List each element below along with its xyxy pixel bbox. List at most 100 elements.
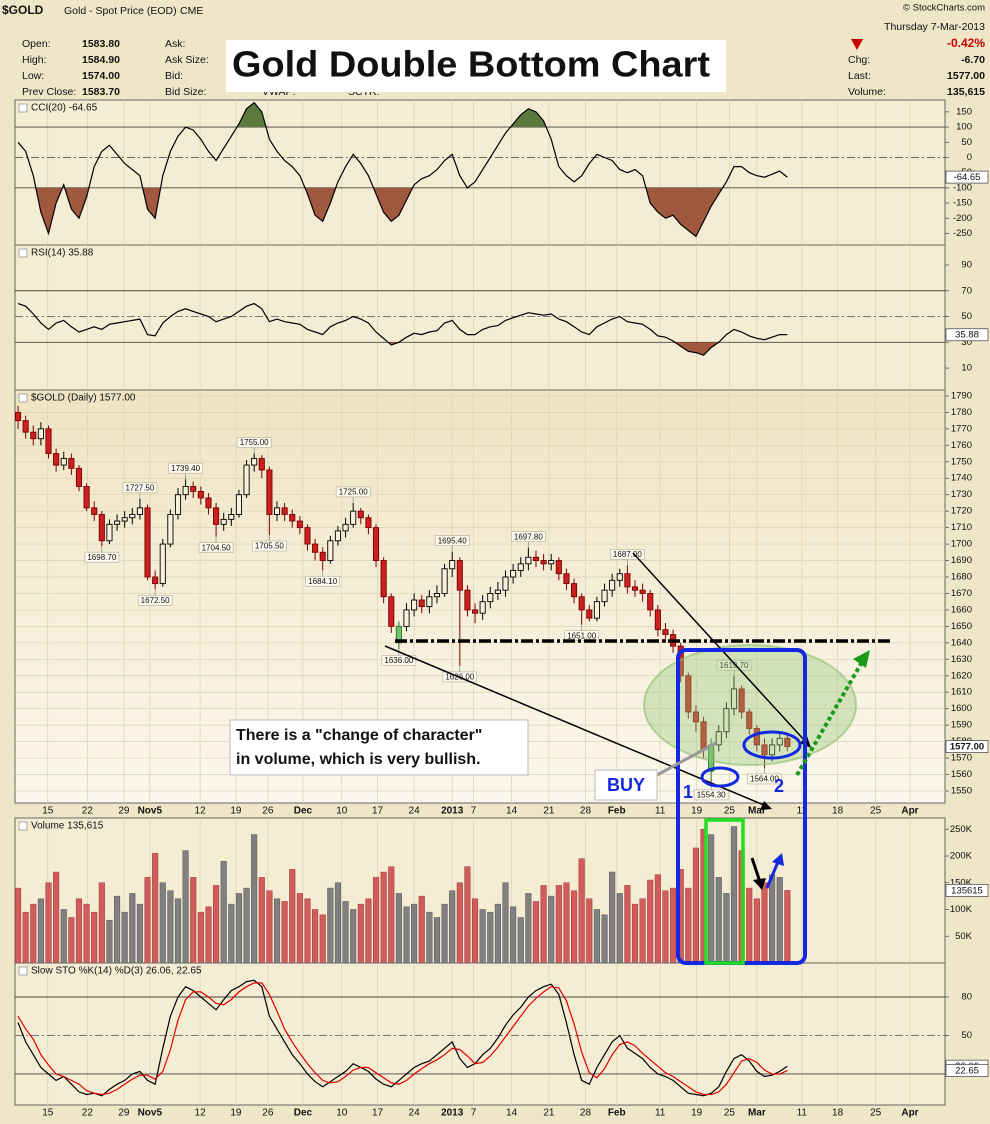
- volume-bar: [251, 834, 258, 964]
- x-tick-label: 17: [372, 806, 384, 817]
- candle-body: [304, 527, 311, 545]
- volume-bar: [30, 903, 37, 964]
- volume-bar: [548, 895, 555, 964]
- x-tick-label: Dec: [294, 1108, 313, 1119]
- x-tick-label: 10: [336, 1108, 348, 1119]
- candle-body: [312, 543, 319, 553]
- y-tick-label: 1740: [951, 473, 972, 484]
- volume-bar: [342, 901, 349, 964]
- volume-bar: [746, 887, 753, 964]
- candle-body: [350, 510, 357, 525]
- credit: © StockCharts.com: [903, 3, 985, 14]
- panel-icon: [18, 966, 28, 976]
- candle-body: [723, 708, 730, 733]
- volume-bar: [228, 903, 235, 964]
- panel-3: 250K 200K 150K 100K 50K 135615 Volume 135,615: [14, 817, 989, 964]
- label-box: [511, 531, 546, 542]
- y-tick-label: 100K: [950, 904, 973, 915]
- price-label: 1697.80: [514, 532, 543, 541]
- x-tick-label: 19: [230, 1108, 242, 1119]
- candle-body: [426, 596, 433, 608]
- volume-bar: [784, 890, 791, 964]
- instrument-name: Gold - Spot Price (EOD): [64, 5, 177, 17]
- candle-body: [441, 568, 448, 594]
- field-value: 135,615: [947, 86, 985, 98]
- candle-body: [616, 573, 623, 581]
- panel-bg: [14, 244, 946, 391]
- candle-body: [213, 507, 220, 525]
- candle-body: [37, 428, 44, 440]
- volume-bar: [601, 914, 608, 964]
- field-value: 1577.00: [947, 70, 985, 82]
- volume-bar: [190, 877, 197, 964]
- candle-body: [494, 589, 501, 594]
- volume-bar: [692, 847, 699, 964]
- x-tick-label: 22: [82, 806, 94, 817]
- last-value: 135615: [951, 885, 983, 896]
- candle-body: [388, 596, 395, 627]
- bottom-two: 2: [774, 776, 784, 796]
- y-tick-label: 1550: [951, 785, 972, 796]
- y-tick-label: 1630: [951, 654, 972, 665]
- candle-body: [692, 711, 699, 723]
- volume-bar: [174, 898, 182, 964]
- candle-body: [784, 737, 791, 747]
- volume-bar: [647, 879, 654, 964]
- candle-body: [563, 573, 570, 585]
- price-label: 1554.30: [697, 791, 726, 800]
- volume-bar: [578, 858, 585, 964]
- x-tick-label: 19: [691, 1108, 703, 1119]
- down-triangle: [851, 39, 863, 50]
- chart-title: Gold Double Bottom Chart: [232, 44, 710, 85]
- panel-title: CCI(20) -64.65: [31, 103, 98, 114]
- candle-body: [30, 431, 37, 440]
- candle-body: [220, 518, 227, 525]
- volume-bar: [213, 885, 220, 964]
- candle-body: [578, 596, 585, 611]
- panel-icon: [18, 393, 28, 403]
- volume-bar: [304, 898, 311, 964]
- date: Thursday 7-Mar-2013: [884, 21, 985, 33]
- candle-body: [205, 497, 212, 509]
- field-value: 1583.80: [82, 38, 120, 50]
- label-box: [434, 535, 470, 546]
- indicator-line: [17, 979, 788, 1097]
- candle-body: [418, 599, 425, 608]
- last-value-box: [945, 170, 989, 184]
- price-label: 1698.70: [87, 553, 116, 562]
- last-value-box: [945, 328, 989, 342]
- candle-body: [258, 458, 265, 471]
- volume-bar: [205, 906, 212, 964]
- label-box: [236, 437, 272, 448]
- x-tick-label: 7: [471, 1108, 477, 1119]
- volume-bar: [14, 887, 22, 964]
- x-tick-label: 2013: [441, 806, 464, 817]
- candle-body: [502, 576, 509, 591]
- volume-bar: [121, 911, 128, 964]
- candle-body: [190, 486, 197, 492]
- volume-bar: [555, 885, 562, 964]
- y-tick-label: 10: [961, 363, 972, 374]
- candle-body: [75, 467, 83, 487]
- candle-body: [365, 517, 372, 529]
- x-tick-label: 15: [42, 1108, 54, 1119]
- volume-bar: [586, 898, 593, 964]
- label-box: [252, 540, 287, 552]
- x-tick-label: Dec: [294, 806, 313, 817]
- y-tick-label: 1570: [951, 753, 972, 764]
- candle-body: [746, 711, 753, 729]
- x-tick-label: 21: [543, 806, 555, 817]
- volume-bar: [403, 906, 410, 964]
- note-line: in volume, which is very bullish.: [236, 751, 481, 768]
- oversold-fill: [388, 342, 719, 356]
- volume-bar: [357, 903, 364, 964]
- buy-label: BUY: [607, 775, 645, 795]
- volume-bar: [418, 895, 425, 964]
- candle-body: [715, 731, 722, 746]
- candle-body: [601, 589, 608, 603]
- y-tick-label: 1710: [951, 522, 972, 533]
- y-tick-label: 1560: [951, 769, 972, 780]
- volume-bar: [433, 917, 441, 964]
- x-tick-label: 17: [372, 1108, 384, 1119]
- field-label: Bid Size:: [165, 86, 206, 98]
